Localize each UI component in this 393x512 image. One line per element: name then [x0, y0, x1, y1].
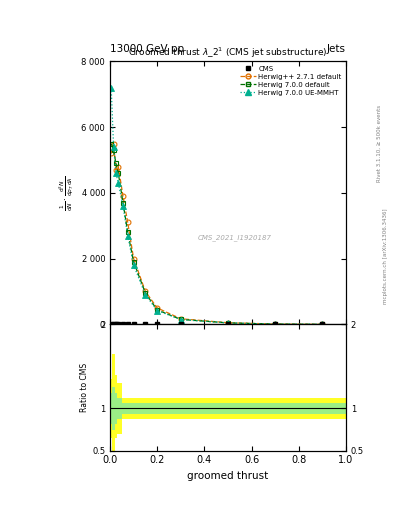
Legend: CMS, Herwig++ 2.7.1 default, Herwig 7.0.0 default, Herwig 7.0.0 UE-MMHT: CMS, Herwig++ 2.7.1 default, Herwig 7.0.… — [238, 63, 344, 98]
Y-axis label: Ratio to CMS: Ratio to CMS — [80, 363, 89, 412]
Title: Groomed thrust $\lambda\_2^1$ (CMS jet substructure): Groomed thrust $\lambda\_2^1$ (CMS jet s… — [128, 46, 328, 60]
Text: CMS_2021_I1920187: CMS_2021_I1920187 — [198, 234, 272, 241]
Text: Jets: Jets — [327, 44, 346, 54]
Y-axis label: $\frac{1}{\mathrm{d}N} \cdot \frac{\mathrm{d}^2N}{\mathrm{d}p_T\,\mathrm{d}\lamb: $\frac{1}{\mathrm{d}N} \cdot \frac{\math… — [58, 175, 76, 210]
Text: Rivet 3.1.10, ≥ 500k events: Rivet 3.1.10, ≥ 500k events — [377, 105, 382, 182]
X-axis label: groomed thrust: groomed thrust — [187, 471, 268, 481]
Text: mcplots.cern.ch [arXiv:1306.3436]: mcplots.cern.ch [arXiv:1306.3436] — [383, 208, 387, 304]
Text: 13000 GeV pp: 13000 GeV pp — [110, 44, 184, 54]
